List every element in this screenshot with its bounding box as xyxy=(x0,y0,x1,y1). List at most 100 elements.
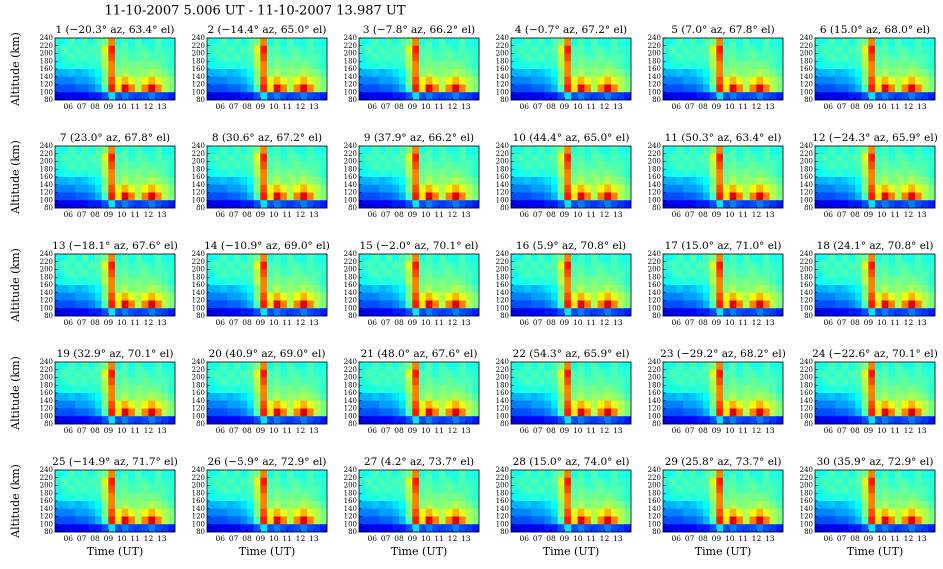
heatmap-cell xyxy=(267,301,274,309)
heatmap-cell xyxy=(888,69,895,77)
heatmap-cell xyxy=(895,54,902,62)
y-tick-label: 120 xyxy=(496,405,509,413)
heatmap-cell xyxy=(88,193,95,201)
heatmap-cell xyxy=(551,254,558,262)
heatmap-cell xyxy=(234,524,241,532)
heatmap-cell xyxy=(611,61,618,69)
heatmap-cell xyxy=(723,193,730,201)
y-tick-label: 120 xyxy=(648,405,661,413)
heatmap-cell xyxy=(280,92,287,100)
heatmap-cell xyxy=(122,517,129,525)
heatmap-cell xyxy=(888,285,895,293)
heatmap-cell xyxy=(564,308,571,316)
heatmap-cell xyxy=(822,169,829,177)
heatmap-cell xyxy=(95,92,102,100)
heatmap-cell xyxy=(88,385,95,393)
heatmap-cell xyxy=(452,92,459,100)
heatmap-cell xyxy=(763,162,770,170)
heatmap-cell xyxy=(254,517,261,525)
y-tick-label: 220 xyxy=(40,474,53,482)
heatmap-cell xyxy=(584,409,591,417)
heatmap-cell xyxy=(518,254,525,262)
heatmap-cell xyxy=(260,270,267,278)
heatmap-cell xyxy=(307,277,314,285)
heatmap-cell xyxy=(822,293,829,301)
heatmap-cell xyxy=(207,54,214,62)
heatmap-cell xyxy=(294,409,301,417)
heatmap-cell xyxy=(676,46,683,54)
heatmap-cell xyxy=(538,262,545,270)
heatmap-cell xyxy=(379,162,386,170)
heatmap-cell xyxy=(148,77,155,85)
heatmap-cell xyxy=(254,470,261,478)
heatmap-cell xyxy=(776,401,783,409)
x-tick-label: 11 xyxy=(738,426,748,435)
heatmap-cell xyxy=(62,378,69,386)
heatmap-cell xyxy=(122,393,129,401)
heatmap-cell xyxy=(584,38,591,46)
heatmap-cell xyxy=(888,293,895,301)
heatmap-cell xyxy=(683,69,690,77)
heatmap-cell xyxy=(419,277,426,285)
heatmap-cell xyxy=(227,501,234,509)
heatmap-cell xyxy=(406,370,413,378)
heatmap-cell xyxy=(466,38,473,46)
heatmap-cell xyxy=(624,393,631,401)
heatmap-cell xyxy=(459,54,466,62)
heatmap-cell xyxy=(115,69,122,77)
heatmap-cell xyxy=(254,262,261,270)
heatmap-cell xyxy=(379,285,386,293)
heatmap-cell xyxy=(102,277,109,285)
heatmap-cell xyxy=(676,308,683,316)
heatmap-cell xyxy=(875,92,882,100)
x-tick-label: 08 xyxy=(90,318,100,327)
heatmap-cell xyxy=(115,54,122,62)
heatmap-cell xyxy=(122,308,129,316)
heatmap-cell xyxy=(108,162,115,170)
heatmap-cell xyxy=(82,362,89,370)
heatmap-cell xyxy=(822,378,829,386)
heatmap-cell xyxy=(155,478,162,486)
heatmap-cell xyxy=(710,162,717,170)
x-tick-label: 07 xyxy=(77,534,87,543)
heatmap-cell xyxy=(763,285,770,293)
heatmap-cell xyxy=(75,486,82,494)
heatmap-cell xyxy=(168,270,175,278)
heatmap-cell xyxy=(148,378,155,386)
heatmap-cell xyxy=(928,177,935,185)
heatmap-cell xyxy=(922,146,929,154)
heatmap-cell xyxy=(828,416,835,424)
heatmap-cell xyxy=(776,409,783,417)
heatmap-cell xyxy=(683,46,690,54)
heatmap-cell xyxy=(148,262,155,270)
heatmap-cell xyxy=(624,85,631,93)
heatmap-cell xyxy=(82,401,89,409)
heatmap-cell xyxy=(234,293,241,301)
heatmap-cell xyxy=(122,162,129,170)
heatmap-cell xyxy=(55,501,62,509)
heatmap-cell xyxy=(875,200,882,208)
heatmap-cell xyxy=(624,478,631,486)
heatmap-cell xyxy=(155,401,162,409)
heatmap-cell xyxy=(432,524,439,532)
heatmap-cell xyxy=(716,54,723,62)
heatmap-cell xyxy=(531,85,538,93)
heatmap-cell xyxy=(611,493,618,501)
heatmap-cell xyxy=(618,193,625,201)
heatmap-cell xyxy=(828,162,835,170)
heatmap-cell xyxy=(578,285,585,293)
heatmap-cell xyxy=(102,69,109,77)
heatmap-cell xyxy=(922,61,929,69)
heatmap-cell xyxy=(472,69,479,77)
heatmap-cell xyxy=(558,254,565,262)
heatmap-cell xyxy=(696,262,703,270)
heatmap-cell xyxy=(611,478,618,486)
heatmap-cell xyxy=(392,254,399,262)
heatmap-cell xyxy=(538,409,545,417)
heatmap-cell xyxy=(142,38,149,46)
heatmap-cell xyxy=(591,393,598,401)
heatmap-cell xyxy=(162,486,169,494)
heatmap-cell xyxy=(314,409,321,417)
heatmap-cell xyxy=(359,46,366,54)
heatmap-cell xyxy=(359,200,366,208)
